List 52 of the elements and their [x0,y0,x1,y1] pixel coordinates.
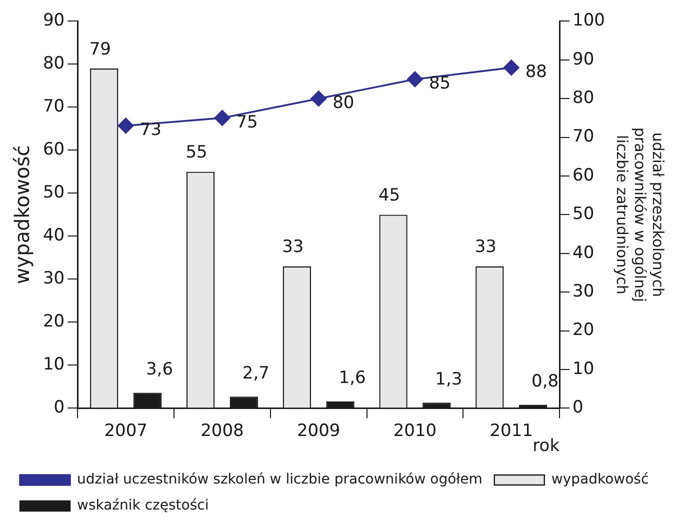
data-label: 1,6 [338,368,366,388]
y2-tick-label: 80 [572,88,594,108]
y-tick-label: 50 [42,182,65,203]
legend-label: udział uczestników szkoleń w liczbie pracowników ogółem [77,472,482,488]
y2-tick-label: 90 [572,49,594,70]
point [503,60,520,76]
y2-tick-label: 60 [572,165,594,186]
data-label: 1,3 [435,370,462,390]
point [310,90,326,106]
y2-tick-label: 0 [572,398,584,418]
y2-tick-label: 10 [572,358,594,379]
y2-tick-label: 40 [572,242,594,263]
data-label: 75 [236,112,258,132]
data-label: 2,7 [242,364,270,384]
x-tick-label: 2010 [393,420,437,441]
data-label: 45 [378,186,400,206]
data-label: 33 [474,237,496,258]
y2-tick-label: 20 [572,320,594,340]
data-label: 73 [140,120,162,140]
x-tick-label: 2011 [490,420,533,441]
y-tick-label: 80 [42,54,65,74]
data-label: 55 [186,142,208,163]
y-tick-label: 10 [42,354,65,375]
y-tick-label: 20 [42,312,65,332]
data-label: 33 [282,237,304,258]
legend-label: wskaźnik częstości [77,498,209,514]
point [214,110,230,126]
y2-tick-label: 30 [572,282,594,302]
point [118,118,134,134]
y2-tick-label: 100 [572,10,606,31]
x-tick-label: 2007 [104,420,148,441]
x-axis-title: rok [532,436,560,456]
legend-label: wypadkowość [551,472,649,488]
data-label: 0,8 [532,372,559,392]
data-label: 79 [89,39,111,60]
data-label: 3,6 [146,360,174,380]
point [407,71,423,88]
y-tick-label: 0 [54,398,65,418]
data-label: 85 [428,74,451,94]
y-tick-label: 70 [42,96,65,117]
y-tick-label: 40 [42,226,65,246]
y2-tick-label: 70 [572,126,594,147]
data-label: 80 [332,93,354,114]
x-tick-label: 2009 [296,420,340,441]
y-tick-label: 90 [42,10,65,31]
y-axis-title: wypadkowość [10,145,34,284]
y-tick-label: 60 [42,140,65,160]
x-tick-label: 2008 [200,420,244,441]
data-label: 88 [525,62,547,82]
y-tick-label: 30 [42,268,65,289]
y2-axis-title: udział przeszkolonych pracowników w ogólnej liczbie zatrudnionych [613,127,668,302]
y2-tick-label: 50 [572,204,594,224]
